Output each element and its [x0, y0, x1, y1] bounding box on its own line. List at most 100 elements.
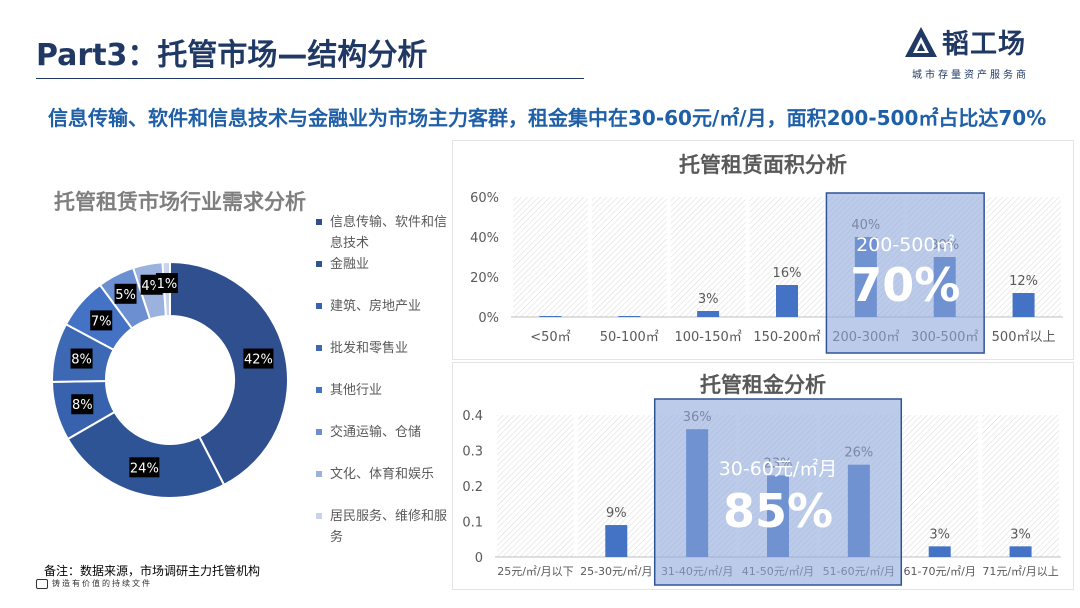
donut-label-box: [90, 310, 113, 331]
donut-label-box: [70, 348, 93, 369]
title-underline: [36, 78, 584, 79]
highlight-value-label: 70%: [850, 258, 960, 312]
y-tick-label: 20%: [470, 271, 499, 286]
donut-data-label: 42%: [244, 353, 273, 368]
document-icon: [36, 579, 48, 589]
y-tick-label: 0%: [478, 311, 499, 326]
legend-label: 其他行业: [330, 383, 383, 398]
donut-label-box: [71, 394, 94, 415]
legend-label: 金融业: [330, 257, 370, 272]
legend-label: 建筑、房地产业: [330, 299, 422, 314]
industry-donut-chart: 42%24%8%8%7%5%4%1%: [50, 260, 289, 499]
bar-data-label: 12%: [1009, 274, 1038, 289]
legend-label: 信息传输、软件和信息技术: [330, 215, 448, 251]
rent-bar-chart: 00.10.20.30.425元/㎡/月以下9%25-30元/㎡/月36%31-…: [462, 398, 1061, 586]
legend-swatch: [316, 387, 322, 393]
grid-band: [901, 415, 979, 557]
bar-data-label: 3%: [1010, 527, 1031, 542]
area-chart-panel: 托管租赁面积分析 0% 20% 40% 60% <50㎡ 50-100㎡ 3% 100-150…: [452, 140, 1074, 360]
legend-item: 金融业: [316, 254, 456, 275]
bar-data-label: 9%: [606, 506, 627, 521]
logo-mark-icon: [905, 27, 937, 57]
legend-item: 交通运输、仓储: [316, 422, 456, 443]
bar: [697, 311, 720, 317]
company-logo: 韬工场 城市存量资产服务商: [904, 22, 1054, 82]
donut-label-box: [129, 457, 160, 478]
legend-label: 批发和零售业: [330, 341, 409, 356]
footer-text: 铸造有价值的持续文件: [52, 579, 152, 588]
area-bar-chart: 0% 20% 40% 60% <50㎡ 50-100㎡ 3% 100-150㎡ 16% 150-2…: [470, 191, 1063, 354]
bar-data-label: 3%: [698, 292, 719, 307]
bar: [928, 546, 951, 557]
legend-swatch: [316, 219, 322, 225]
highlight-range-label: 200-500㎡: [856, 233, 954, 256]
legend-swatch: [316, 345, 322, 351]
donut-chart-title: 托管租赁市场行业需求分析: [54, 190, 306, 214]
y-tick-label: 0.4: [462, 409, 483, 424]
grid-band: [670, 197, 746, 317]
legend-swatch: [316, 429, 322, 435]
x-tick-label: 500㎡以上: [992, 330, 1056, 345]
highlight-range-label: 30-60元/㎡月: [719, 457, 838, 480]
bar: [1012, 293, 1035, 317]
legend-item: 建筑、房地产业: [316, 296, 456, 317]
bar: [539, 316, 562, 317]
x-tick-label: 71元/㎡/月以上: [982, 565, 1058, 578]
legend-label: 交通运输、仓储: [330, 425, 422, 440]
area-chart-title: 托管租赁面积分析: [679, 153, 847, 177]
legend-label: 居民服务、维修和服务: [330, 509, 448, 545]
legend-item: 批发和零售业: [316, 338, 456, 359]
legend-item: 信息传输、软件和信息技术: [316, 212, 456, 254]
rent-chart-panel: 托管租金分析 0 0.1 0.2 0.3 0.4 25元/㎡/月以下 9% 25-30元/㎡/…: [452, 362, 1074, 590]
legend-item: 文化、体育和娱乐: [316, 464, 456, 485]
donut-slice: [169, 260, 289, 487]
legend-label: 文化、体育和娱乐: [330, 467, 435, 482]
highlight-box: [653, 398, 903, 586]
rent-chart-title: 托管租金分析: [700, 373, 826, 397]
donut-data-label: 1%: [157, 277, 178, 292]
x-tick-label: 100-150㎡: [674, 330, 741, 345]
donut-data-label: 7%: [91, 314, 112, 329]
legend-item: 居民服务、维修和服务: [316, 506, 456, 548]
bar-data-label: 3%: [929, 527, 950, 542]
donut-slice: [66, 410, 226, 499]
x-tick-label: <50㎡: [530, 330, 570, 345]
x-tick-label: 150-200㎡: [753, 330, 820, 345]
legend-swatch: [316, 513, 322, 519]
page-title: Part3：托管市场—结构分析: [36, 38, 428, 73]
donut-data-label: 8%: [71, 353, 92, 368]
logo-tagline: 城市存量资产服务商: [912, 70, 1029, 81]
donut-label-box: [155, 273, 178, 294]
donut-label-box: [114, 283, 137, 304]
donut-data-label: 5%: [115, 288, 136, 303]
donut-data-label: 24%: [130, 461, 159, 476]
y-tick-label: 0.3: [462, 445, 483, 460]
bar: [1009, 546, 1032, 557]
x-tick-label: 25-30元/㎡/月: [580, 565, 652, 578]
grid-band: [591, 197, 667, 317]
y-tick-label: 0.2: [462, 480, 483, 495]
bar: [776, 285, 798, 317]
bar: [618, 316, 641, 317]
legend-swatch: [316, 303, 322, 309]
logo-name: 韬工场: [942, 29, 1026, 60]
x-tick-label: 25元/㎡/月以下: [497, 565, 573, 578]
donut-data-label: 8%: [72, 398, 93, 413]
headline: 信息传输、软件和信息技术与金融业为市场主力客群，租金集中在30-60元/㎡/月，…: [48, 106, 1047, 130]
x-tick-label: 50-100㎡: [600, 330, 659, 345]
y-tick-label: 40%: [470, 231, 499, 246]
source-note: 备注：数据来源，市场调研主力托管机构: [44, 564, 261, 578]
x-tick-label: 61-70元/㎡/月: [904, 565, 976, 578]
donut-label-box: [243, 348, 274, 369]
legend-swatch: [316, 471, 322, 477]
legend-swatch: [316, 261, 322, 267]
y-tick-label: 60%: [470, 191, 499, 206]
y-tick-label: 0: [475, 551, 483, 566]
legend-item: 其他行业: [316, 380, 456, 401]
grid-band: [497, 415, 574, 557]
highlight-box: [825, 192, 985, 354]
bar: [605, 525, 628, 557]
grid-band: [513, 197, 588, 317]
y-tick-label: 0.1: [462, 516, 483, 531]
grid-band: [982, 415, 1059, 557]
